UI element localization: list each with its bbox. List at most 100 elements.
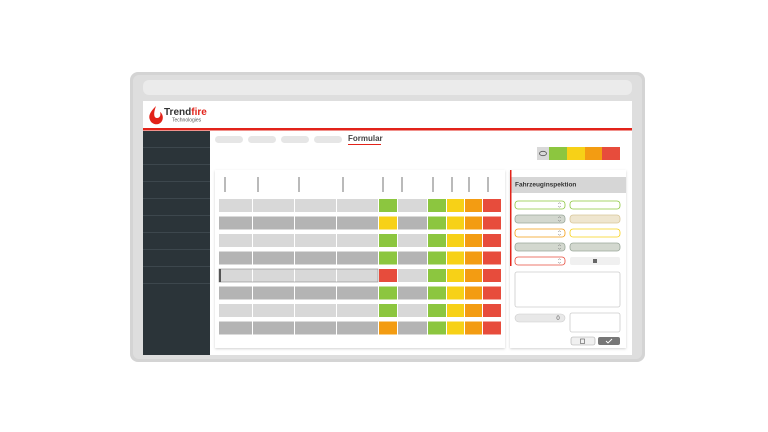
form-field[interactable] [569,228,621,238]
tab-active[interactable]: Formular [348,134,383,143]
table-cell[interactable] [379,269,397,282]
table-cell[interactable] [447,199,464,212]
table-cell[interactable] [428,234,446,247]
tab[interactable] [281,136,309,143]
table-cell[interactable] [428,216,446,230]
table-cell[interactable] [483,251,501,265]
tab[interactable] [314,136,342,143]
table-cell[interactable] [337,216,378,230]
table-cell[interactable] [398,321,427,335]
table-cell[interactable] [483,269,501,282]
table-cell[interactable] [428,321,446,335]
table-cell[interactable] [483,321,501,335]
table-cell[interactable] [219,304,252,317]
form-field[interactable] [514,214,566,224]
table-cell[interactable] [295,304,336,317]
table-cell[interactable] [447,216,464,230]
table-cell[interactable] [398,269,427,282]
table-cell[interactable] [219,216,252,230]
table-cell[interactable] [295,251,336,265]
confirm-button[interactable] [598,337,620,345]
table-cell[interactable] [295,269,336,282]
table-cell[interactable] [337,304,378,317]
table-cell[interactable] [253,286,294,300]
table-cell[interactable] [379,199,397,212]
table-cell[interactable] [447,251,464,265]
table-cell[interactable] [219,269,252,282]
table-cell[interactable] [428,269,446,282]
table-cell[interactable] [428,304,446,317]
table-cell[interactable] [379,216,397,230]
counter-field[interactable] [514,313,566,323]
table-cell[interactable] [295,199,336,212]
table-cell[interactable] [295,234,336,247]
table-cell[interactable] [337,234,378,247]
table-cell[interactable] [295,286,336,300]
table-cell[interactable] [295,321,336,335]
table-cell[interactable] [465,251,482,265]
form-field[interactable] [514,242,566,252]
table-cell[interactable] [379,234,397,247]
table-cell[interactable] [428,251,446,265]
table-cell[interactable] [465,321,482,335]
table-cell[interactable] [253,269,294,282]
table-cell[interactable] [465,199,482,212]
table-cell[interactable] [398,234,427,247]
table-cell[interactable] [447,286,464,300]
table-cell[interactable] [337,251,378,265]
table-cell[interactable] [447,269,464,282]
table-cell[interactable] [337,199,378,212]
table-cell[interactable] [483,216,501,230]
form-field[interactable] [569,214,621,224]
table-cell[interactable] [428,199,446,212]
table-cell[interactable] [253,199,294,212]
form-field[interactable] [569,242,621,252]
table-cell[interactable] [219,199,252,212]
form-field[interactable] [514,228,566,238]
table-cell[interactable] [428,286,446,300]
table-cell[interactable] [253,234,294,247]
table-cell[interactable] [465,304,482,317]
table-cell[interactable] [219,321,252,335]
textarea[interactable] [514,271,621,308]
table-cell[interactable] [398,251,427,265]
form-field[interactable] [514,256,566,266]
save-button[interactable] [570,336,596,346]
table-cell[interactable] [337,321,378,335]
tab[interactable] [248,136,276,143]
table-cell[interactable] [379,286,397,300]
table-cell[interactable] [447,304,464,317]
form-field[interactable] [514,200,566,210]
table-cell[interactable] [398,216,427,230]
table-cell[interactable] [465,216,482,230]
table-cell[interactable] [398,304,427,317]
form-field[interactable] [569,200,621,210]
table-cell[interactable] [219,286,252,300]
table-cell[interactable] [253,251,294,265]
table-cell[interactable] [465,286,482,300]
table-cell[interactable] [219,251,252,265]
note-box[interactable] [569,312,621,333]
table-cell[interactable] [295,216,336,230]
table-cell[interactable] [253,216,294,230]
visibility-toggle[interactable] [537,147,549,160]
table-cell[interactable] [253,321,294,335]
table-cell[interactable] [483,304,501,317]
table-cell[interactable] [219,234,252,247]
table-cell[interactable] [337,286,378,300]
table-cell[interactable] [379,304,397,317]
table-cell[interactable] [483,234,501,247]
tab[interactable] [215,136,243,143]
table-cell[interactable] [379,251,397,265]
table-cell[interactable] [337,269,378,282]
table-cell[interactable] [253,304,294,317]
table-cell[interactable] [447,321,464,335]
table-cell[interactable] [379,321,397,335]
table-cell[interactable] [398,199,427,212]
table-cell[interactable] [465,234,482,247]
table-cell[interactable] [447,234,464,247]
table-cell[interactable] [465,269,482,282]
table-cell[interactable] [398,286,427,300]
table-cell[interactable] [483,199,501,212]
table-cell[interactable] [483,286,501,300]
